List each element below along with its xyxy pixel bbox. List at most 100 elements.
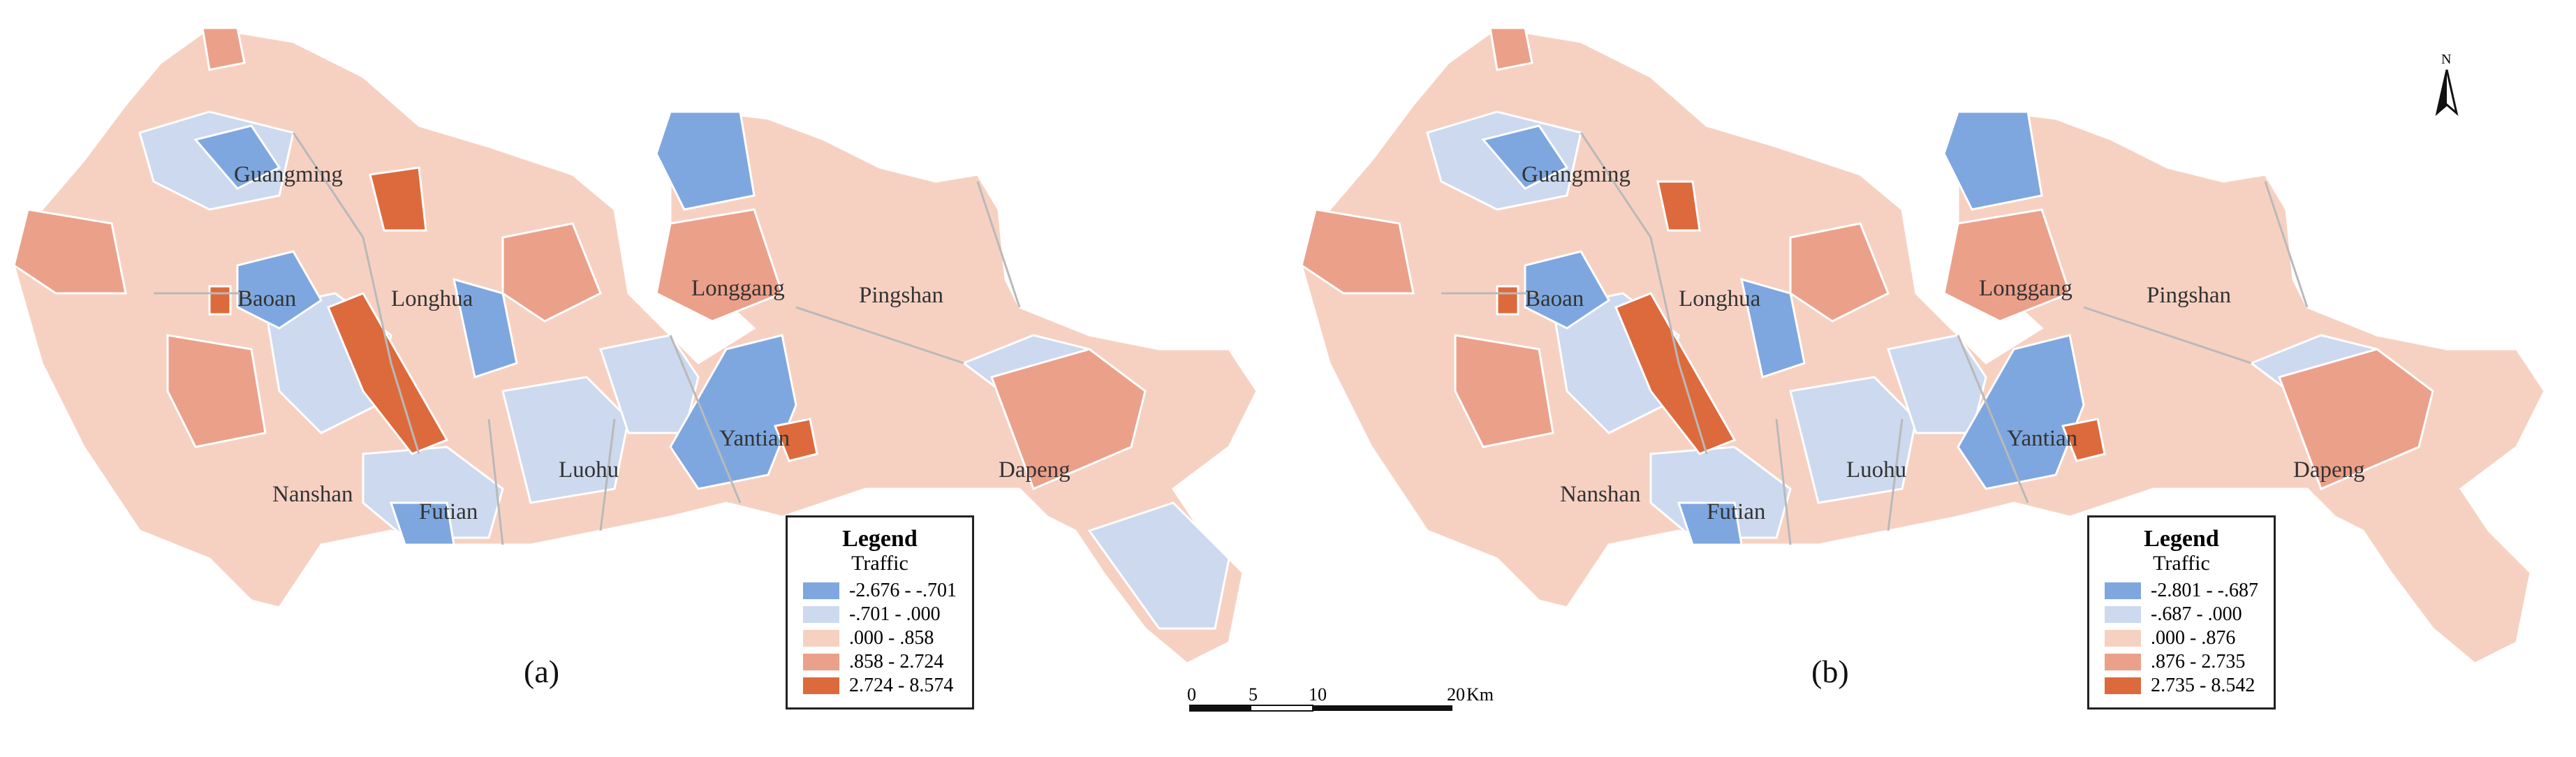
legend-swatch [2105, 606, 2141, 623]
legend-swatch [803, 630, 839, 647]
region-blue-3 [452, 277, 518, 378]
legend-title: Legend [842, 526, 918, 552]
legend-label: 2.724 - 8.574 [849, 675, 954, 696]
legend-subtitle: Traffic [851, 552, 908, 575]
region-dark-3 [2061, 418, 2106, 462]
scale-tick-label: 20 [1447, 684, 1465, 705]
district-label-futian: Futian [419, 499, 478, 524]
legend-swatch [2105, 582, 2141, 599]
region-dark-4 [208, 285, 232, 316]
region-lightblue-4 [501, 376, 630, 504]
region-salmon-3 [655, 208, 783, 323]
legend-item: .876 - 2.735 [2105, 650, 2258, 674]
legend-label: 2.735 - 8.542 [2151, 675, 2255, 696]
panel-caption-a: (a) [524, 654, 560, 689]
region-salmon-1 [1300, 208, 1415, 295]
district-label-pingshan: Pingshan [2147, 283, 2232, 308]
district-label-futian: Futian [1707, 499, 1766, 524]
district-label-luohu: Luohu [559, 457, 619, 483]
region-salmon-5 [501, 222, 602, 323]
legend-a: Legend Traffic -2.676 - -.701 -.701 - .0… [786, 515, 974, 710]
legend-label: .858 - 2.724 [849, 651, 944, 673]
region-salmon-6 [1489, 27, 1533, 71]
region-salmon-1 [13, 208, 127, 295]
legend-swatch [2105, 677, 2141, 694]
region-dark-4 [1496, 285, 1519, 316]
legend-item: .000 - .876 [2105, 626, 2258, 650]
legend-label: .876 - 2.735 [2151, 651, 2246, 673]
legend-swatch [803, 582, 839, 599]
legend-swatch [803, 606, 839, 623]
legend-label: -2.676 - -.701 [849, 580, 957, 601]
choropleth-map-b [1300, 27, 2546, 665]
region-dark-2 [1614, 292, 1737, 455]
district-boundaries [1441, 132, 2309, 545]
district-label-yantian: Yantian [719, 426, 790, 451]
region-blue-5 [669, 334, 797, 490]
region-salmon-4 [990, 348, 1147, 490]
district-label-baoan: Baoan [1525, 286, 1584, 311]
district-label-longgang: Longgang [1979, 276, 2073, 301]
district-label-nanshan: Nanshan [1560, 482, 1641, 507]
region-lightblue-5 [1887, 334, 1987, 434]
panel-caption-b: (b) [1811, 654, 1849, 689]
region-dark-1 [1656, 180, 1701, 232]
legend-swatch [2105, 630, 2141, 647]
legend-item: .858 - 2.724 [803, 650, 957, 674]
region-salmon-6 [201, 27, 246, 71]
legend-subtitle: Traffic [2153, 552, 2210, 575]
district-label-yantian: Yantian [2007, 426, 2078, 451]
region-blue-6 [389, 501, 455, 546]
region-blue-4 [1943, 110, 2043, 211]
scale-tick-label: 5 [1249, 684, 1258, 705]
legend-swatch [803, 677, 839, 694]
legend-item: .000 - .858 [803, 626, 957, 650]
legend-label: -.701 - .000 [849, 603, 941, 625]
scale-bar: 0 5 10 20 Km [1187, 684, 1494, 726]
north-arrow-icon: N [2433, 52, 2461, 122]
region-blue-5 [1957, 334, 2085, 490]
legend-label: .000 - .876 [2151, 627, 2236, 649]
legend-item: 2.724 - 8.574 [803, 674, 957, 698]
region-salmon-4 [2278, 348, 2434, 490]
legend-item: -2.676 - -.701 [803, 579, 957, 603]
district-label-longhua: Longhua [1679, 286, 1761, 311]
district-label-dapeng: Dapeng [999, 457, 1070, 483]
district-label-dapeng: Dapeng [2293, 457, 2365, 483]
region-dark-2 [327, 292, 449, 455]
district-label-guangming: Guangming [1522, 162, 1631, 187]
district-label-longhua: Longhua [391, 286, 473, 311]
legend-title: Legend [2144, 526, 2219, 552]
legend-swatch [803, 654, 839, 670]
region-blue-3 [1740, 277, 1806, 378]
region-lightblue-5 [599, 334, 700, 434]
north-arrow-graphic [2435, 69, 2459, 117]
region-lightblue-4 [1789, 376, 1918, 504]
region-salmon-2 [1454, 334, 1554, 448]
region-blue-6 [1677, 501, 1743, 546]
choropleth-map-a [13, 27, 1258, 665]
region-salmon-5 [1789, 222, 1890, 323]
region-blue-1 [193, 124, 281, 190]
region-blue-2 [1524, 250, 1610, 330]
scale-tick-label: 10 [1309, 684, 1327, 705]
legend-label: -2.801 - -.687 [2151, 580, 2258, 601]
legend-item: -.701 - .000 [803, 603, 957, 626]
legend-label: .000 - .858 [849, 627, 934, 649]
region-lightblue-7 [1087, 501, 1230, 630]
region-blue-1 [1481, 124, 1569, 190]
district-label-pingshan: Pingshan [859, 283, 944, 308]
region-blue-4 [655, 110, 756, 211]
district-label-longgang: Longgang [691, 276, 785, 301]
region-salmon-3 [1943, 208, 2071, 323]
district-label-luohu: Luohu [1846, 457, 1907, 483]
region-salmon-2 [166, 334, 267, 448]
legend-item: -2.801 - -.687 [2105, 579, 2258, 603]
region-blue-2 [236, 250, 323, 330]
legend-swatch [2105, 654, 2141, 670]
region-dark-1 [369, 166, 427, 232]
legend-label: -.687 - .000 [2151, 603, 2242, 625]
legend-b: Legend Traffic -2.801 - -.687 -.687 - .0… [2087, 515, 2276, 710]
map-panel-a: Guangming Baoan Longhua Longgang Pingsha… [13, 27, 1258, 710]
north-label: N [2441, 52, 2452, 67]
